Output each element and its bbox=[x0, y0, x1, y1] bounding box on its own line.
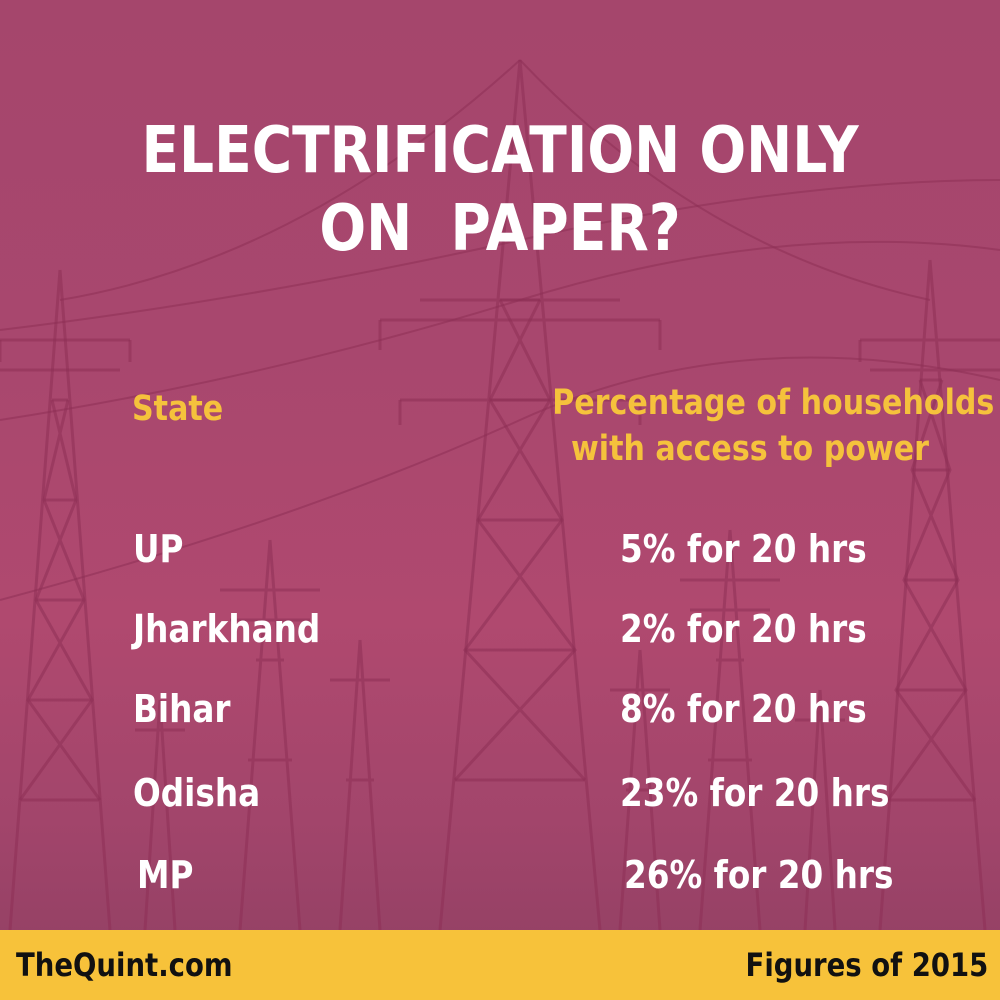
state-cell: Bihar bbox=[133, 687, 231, 731]
footer-source: TheQuint.com bbox=[16, 946, 233, 984]
state-cell: MP bbox=[137, 853, 194, 897]
table-row: Jharkhand 2% for 20 hrs bbox=[0, 604, 1000, 654]
value-cell: 26% for 20 hrs bbox=[624, 853, 894, 897]
page-title: ELECTRIFICATION ONLY ON PAPER? bbox=[70, 112, 930, 268]
column-header-percentage-line-1: Percentage of households bbox=[552, 383, 995, 423]
column-header-percentage-line-2: with access to power bbox=[570, 429, 929, 469]
value-cell: 8% for 20 hrs bbox=[620, 687, 867, 731]
column-header-state: State bbox=[132, 389, 224, 429]
table-row: Bihar 8% for 20 hrs bbox=[0, 684, 1000, 734]
state-cell: UP bbox=[133, 527, 184, 571]
value-cell: 23% for 20 hrs bbox=[620, 771, 890, 815]
value-cell: 2% for 20 hrs bbox=[620, 607, 867, 651]
data-table: UP 5% for 20 hrs Jharkhand 2% for 20 hrs… bbox=[0, 0, 1000, 930]
value-cell: 5% for 20 hrs bbox=[620, 527, 867, 571]
state-cell: Jharkhand bbox=[133, 607, 321, 651]
table-row: Odisha 23% for 20 hrs bbox=[0, 768, 1000, 818]
title-line-2: ON PAPER? bbox=[319, 192, 681, 266]
table-row: UP 5% for 20 hrs bbox=[0, 524, 1000, 574]
column-header-percentage: Percentage of households with access to … bbox=[552, 380, 995, 472]
footer-note: Figures of 2015 bbox=[745, 946, 988, 984]
state-cell: Odisha bbox=[133, 771, 261, 815]
footer-bar: TheQuint.com Figures of 2015 bbox=[0, 930, 1000, 1000]
table-row: MP 26% for 20 hrs bbox=[0, 850, 1000, 900]
title-line-1: ELECTRIFICATION ONLY bbox=[141, 114, 859, 188]
power-tower-background-icon bbox=[0, 59, 1000, 930]
